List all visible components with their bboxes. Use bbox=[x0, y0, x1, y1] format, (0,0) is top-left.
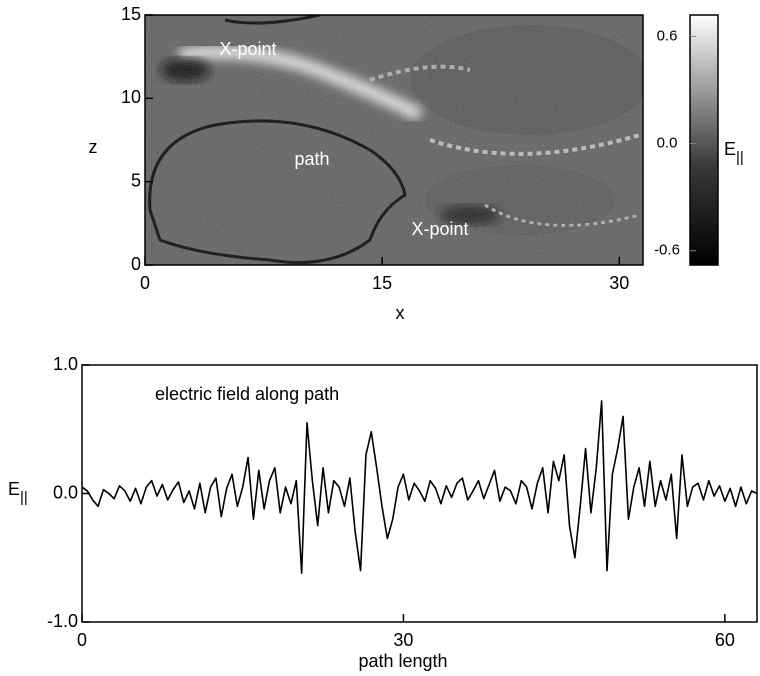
colorbar-tick-label: 0.6 bbox=[657, 27, 678, 44]
y-tick-label: 1.0 bbox=[53, 354, 78, 374]
data-line bbox=[81, 400, 758, 574]
y-axis-label-sub: || bbox=[20, 489, 28, 506]
x-tick-label: 15 bbox=[372, 273, 392, 293]
colorbar-tick-label: -0.6 bbox=[654, 242, 680, 259]
colorbar-label-main: E bbox=[724, 139, 736, 159]
y-tick-label: 15 bbox=[121, 4, 141, 24]
x-tick-label: 0 bbox=[77, 630, 87, 650]
y-tick-label: 5 bbox=[131, 170, 141, 190]
x-tick-label: 30 bbox=[609, 273, 629, 293]
colorbar-label: E|| bbox=[724, 139, 744, 166]
y-tick-label: 0.0 bbox=[53, 482, 78, 502]
x-tick-label: 0 bbox=[140, 273, 150, 293]
field-image bbox=[145, 15, 643, 265]
annotation: X-point bbox=[219, 39, 276, 59]
colorbar-tick-label: 0.0 bbox=[657, 135, 678, 152]
y-tick-label: 0 bbox=[131, 254, 141, 274]
y-axis-label-main: E bbox=[8, 479, 20, 499]
colorbar bbox=[689, 14, 719, 266]
colorbar-label-sub: || bbox=[736, 149, 744, 166]
x-tick-label: 60 bbox=[715, 630, 735, 650]
x-tick-label: 30 bbox=[393, 630, 413, 650]
image-frame bbox=[144, 14, 644, 266]
annotation: X-point bbox=[411, 219, 468, 239]
y-tick-label: 10 bbox=[121, 87, 141, 107]
y-axis-label: z bbox=[89, 137, 98, 157]
y-tick-label: -1.0 bbox=[47, 611, 78, 631]
y-axis-label: E|| bbox=[8, 479, 28, 506]
x-axis-label: path length bbox=[358, 651, 447, 671]
annotation: electric field along path bbox=[155, 384, 339, 404]
annotation: path bbox=[294, 149, 329, 169]
x-axis-label: x bbox=[396, 303, 405, 323]
